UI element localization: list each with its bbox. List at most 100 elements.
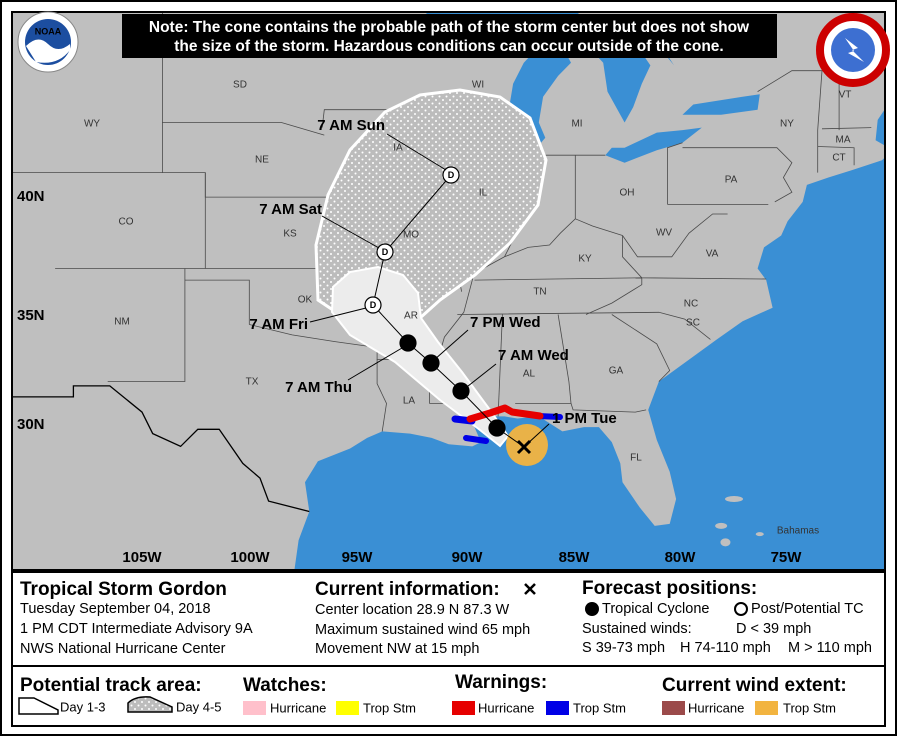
state-label: PA: [725, 175, 738, 186]
state-border: [667, 142, 683, 205]
leader-line: [321, 215, 380, 249]
state-label: FL: [630, 453, 642, 464]
longitude-label: 105W: [122, 549, 162, 566]
day45-label: Day 4-5: [176, 699, 222, 714]
forecast-time-label: 7 PM Wed: [470, 314, 541, 331]
warning-hurricane-label: Hurricane: [478, 700, 534, 715]
state-border: [162, 122, 325, 136]
noaa-logo-text: NOAA: [35, 26, 62, 36]
state-label: LA: [403, 396, 416, 407]
state-border: [497, 314, 503, 417]
state-label: WY: [84, 119, 100, 130]
state-label: TN: [533, 287, 546, 298]
state-label: CT: [832, 153, 845, 164]
latitude-label: 35N: [17, 307, 45, 324]
forecast-m: M > 110 mph: [788, 640, 872, 656]
warnings-title: Warnings:: [455, 672, 547, 693]
warning-hurricane: [466, 404, 544, 423]
warning-trop-box: [546, 701, 569, 715]
state-border: [107, 268, 186, 382]
forecast-point: [399, 334, 417, 352]
state-label: MI: [571, 119, 582, 130]
state-border: [821, 127, 872, 130]
forecast-point: [442, 166, 460, 184]
leader-line: [433, 329, 469, 361]
map-frame: [11, 11, 886, 571]
state-border: [457, 311, 711, 340]
forecast-time-label: 7 AM Sat: [259, 201, 322, 218]
watches-title: Watches:: [243, 675, 327, 696]
wind-hurricane-label: Hurricane: [688, 700, 744, 715]
wind-trop-box: [755, 701, 778, 715]
state-border: [474, 277, 642, 281]
current-title: Current information:: [315, 579, 500, 600]
wind-hurricane-box: [662, 701, 685, 715]
note-text: the size of the storm. Hazardous conditi…: [174, 38, 723, 55]
current-line: Maximum sustained wind 65 mph: [315, 622, 530, 638]
current-icon: [524, 583, 536, 595]
state-border: [611, 314, 671, 382]
state-label: SD: [233, 80, 247, 91]
forecast-point: [488, 419, 506, 437]
state-label: IA: [393, 143, 403, 154]
ocean: [294, 109, 885, 570]
storm-date: Tuesday September 04, 2018: [20, 601, 211, 617]
forecast-point-letter: D: [382, 247, 389, 257]
state-label: GA: [609, 366, 624, 377]
watch-hurricane-box: [243, 701, 266, 715]
island: [720, 538, 731, 547]
warning-trop-label: Trop Stm: [573, 700, 626, 715]
track-area-title: Potential track area:: [20, 675, 202, 696]
warning-hurricane-box: [452, 701, 475, 715]
state-border: [817, 146, 855, 166]
forecast-s: S 39-73 mph: [582, 640, 665, 656]
storm-advisory: 1 PM CDT Intermediate Advisory 9A: [20, 621, 253, 637]
longitude-label: 100W: [230, 549, 270, 566]
longitude-label: 75W: [771, 549, 803, 566]
warning-trop-stm: [463, 435, 489, 444]
day13-icon: [18, 697, 59, 715]
state-label: NY: [780, 119, 794, 130]
state-label: NE: [255, 155, 269, 166]
leader-line: [525, 423, 550, 446]
forecast-post: Post/Potential TC: [751, 601, 864, 617]
watch-trop-label: Trop Stm: [363, 700, 416, 715]
state-label: CO: [119, 217, 134, 228]
wind-title: Current wind extent:: [662, 675, 847, 696]
state-label: OH: [620, 188, 635, 199]
state-label: NC: [684, 299, 698, 310]
map-overlay: Note: The cone contains the probable pat…: [17, 11, 890, 87]
latitude-label: 30N: [17, 416, 45, 433]
storm-office: NWS National Hurricane Center: [20, 641, 226, 657]
current-line: Center location 28.9 N 87.3 W: [315, 602, 510, 618]
longitude-label: 90W: [452, 549, 484, 566]
island: [725, 496, 744, 503]
forecast-time-label: 1 PM Tue: [552, 410, 617, 427]
place-label: Bahamas: [777, 526, 819, 537]
forecast-point-letter: D: [428, 358, 435, 368]
wind-trop-label: Trop Stm: [783, 700, 836, 715]
state-label: VT: [839, 90, 852, 101]
latitude-label: 40N: [17, 188, 45, 205]
state-label: TX: [246, 377, 259, 388]
track-line: [372, 174, 525, 448]
forecast-time-label: 7 AM Sun: [317, 117, 385, 134]
island: [715, 522, 728, 529]
forecast-point: [364, 296, 382, 314]
state-border: [184, 279, 250, 325]
state-label: NM: [114, 317, 130, 328]
state-label: MA: [836, 135, 851, 146]
state-label: MO: [403, 230, 419, 241]
note-box: [122, 14, 777, 58]
forecast-point-letter: D: [370, 300, 377, 310]
state-border: [557, 314, 572, 404]
state-border: [622, 213, 728, 258]
state-label: VA: [706, 249, 719, 260]
forecast-point: [452, 382, 470, 400]
day13-label: Day 1-3: [60, 699, 106, 714]
longitude-label: 85W: [559, 549, 591, 566]
longitude-label: 80W: [665, 549, 697, 566]
state-border: [622, 235, 767, 280]
state-border: [585, 277, 643, 315]
state-border: [482, 218, 623, 269]
